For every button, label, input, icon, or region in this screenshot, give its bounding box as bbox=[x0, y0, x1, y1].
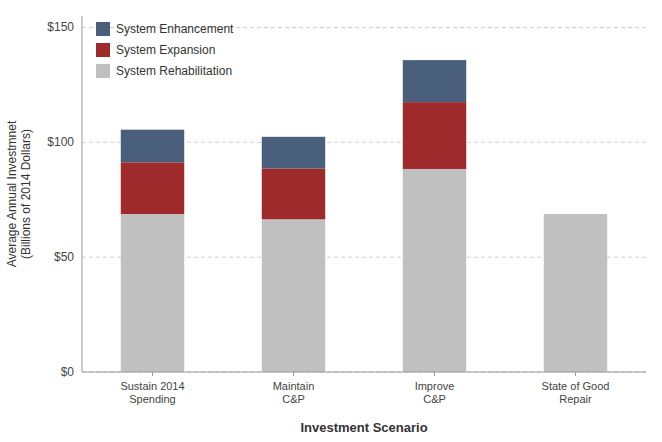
legend-swatch bbox=[96, 43, 110, 57]
x-tick-label: ImproveC&P bbox=[415, 380, 455, 405]
legend-label: System Enhancement bbox=[116, 22, 234, 36]
grid-line bbox=[82, 372, 646, 373]
bar-segment bbox=[544, 213, 607, 214]
chart: $0 $50 $100 $150 Sustain 2014Spending Maintai… bbox=[0, 0, 662, 442]
text-line: State of Good bbox=[542, 380, 610, 392]
y-axis-line bbox=[82, 16, 83, 372]
x-tick bbox=[152, 372, 153, 376]
legend-label: System Rehabilitation bbox=[116, 64, 232, 78]
bar-segment bbox=[121, 130, 184, 163]
text-line: Repair bbox=[559, 393, 592, 405]
x-axis-label: Investment Scenario bbox=[300, 420, 427, 435]
text-line: C&P bbox=[282, 393, 305, 405]
bar-segment bbox=[262, 137, 325, 169]
text-line: (Billions of 2014 Dollars) bbox=[19, 129, 33, 259]
bar-segment bbox=[262, 169, 325, 220]
x-tick-label: State of GoodRepair bbox=[542, 380, 610, 405]
bar-segment bbox=[403, 102, 466, 169]
x-tick-label: Sustain 2014Spending bbox=[120, 380, 184, 405]
text-line: Average Annual Investmnet bbox=[5, 120, 19, 267]
text-line: C&P bbox=[423, 393, 446, 405]
text-line: Sustain 2014 bbox=[120, 380, 184, 392]
legend-swatch bbox=[96, 22, 110, 36]
text-line: Improve bbox=[415, 380, 455, 392]
y-tick-label: $100 bbox=[47, 135, 74, 149]
x-tick bbox=[575, 372, 576, 376]
y-tick-label: $50 bbox=[54, 250, 74, 264]
x-tick bbox=[434, 372, 435, 376]
legend-label: System Expansion bbox=[116, 43, 215, 57]
bar-segment bbox=[121, 214, 184, 372]
bar-segment bbox=[262, 219, 325, 372]
x-tick bbox=[293, 372, 294, 376]
bar-segment bbox=[121, 162, 184, 214]
bar-segment bbox=[544, 213, 607, 214]
y-tick-label: $150 bbox=[47, 20, 74, 34]
legend-swatch bbox=[96, 64, 110, 78]
grid bbox=[82, 27, 646, 372]
text-line: Maintain bbox=[273, 380, 315, 392]
x-tick-label: MaintainC&P bbox=[273, 380, 315, 405]
x-axis-line bbox=[82, 372, 646, 373]
legend: System Enhancement System Expansion System… bbox=[96, 22, 234, 78]
text-line: Spending bbox=[129, 393, 176, 405]
bars bbox=[121, 60, 607, 372]
y-axis-label: Average Annual Investmnet(Billions of 20… bbox=[5, 120, 33, 267]
y-tick-label: $0 bbox=[61, 365, 75, 379]
bar-segment bbox=[544, 214, 607, 372]
bar-segment bbox=[403, 169, 466, 372]
bar-segment bbox=[403, 60, 466, 102]
